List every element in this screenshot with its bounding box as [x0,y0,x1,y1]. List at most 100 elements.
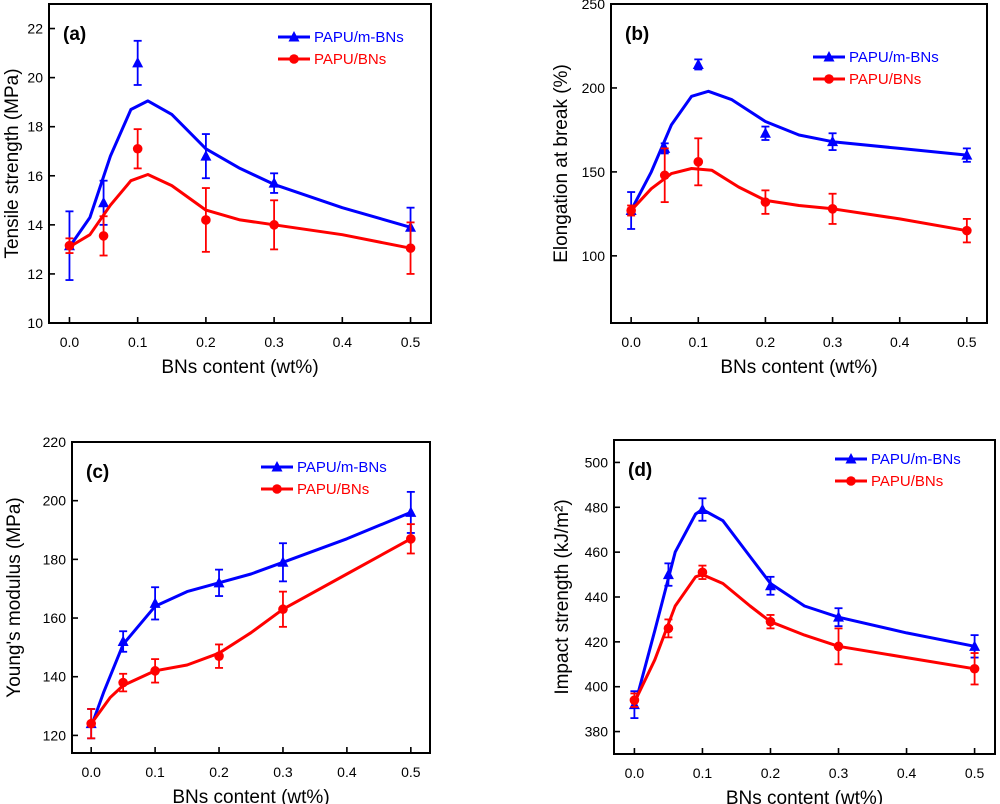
y-tick-label: 150 [582,164,606,180]
series-line [89,511,412,728]
y-tick-label: 460 [585,544,609,560]
legend-marker [845,453,857,464]
data-point [98,196,110,208]
x-tick-label: 0.1 [145,764,165,780]
y-tick-label: 220 [43,434,67,450]
x-tick-label: 0.2 [209,764,229,780]
legend-label: PAPU/m-BNs [297,459,387,476]
y-tick-label: 22 [27,21,43,37]
data-point [132,143,143,154]
series-line [633,573,975,704]
data-point [86,718,96,729]
legend-label: PAPU/BNs [849,71,921,88]
data-point [662,568,674,580]
data-point [759,127,771,138]
legend-label: PAPU/m-BNs [314,29,404,46]
series-line [632,508,975,708]
x-tick-label: 0.4 [337,764,357,780]
data-point [201,215,211,225]
y-tick-label: 440 [585,589,609,605]
x-tick-label: 0.3 [273,764,293,780]
y-tick-label: 120 [43,727,67,743]
data-point [663,623,674,634]
x-axis-title: BNs content (wt%) [161,357,318,378]
data-point [626,205,636,216]
series-papu-bns: PAPU/BNs [626,71,972,244]
series-line [629,89,968,212]
x-tick-label: 0.1 [689,334,709,350]
panel-label: (c) [86,462,109,483]
x-tick-label: 0.2 [196,334,216,350]
data-point [961,149,973,160]
legend-marker [846,476,856,486]
y-tick-label: 180 [43,551,67,567]
data-point [833,641,844,652]
data-point [268,177,280,188]
x-axis-title: BNs content (wt%) [720,357,877,378]
x-tick-label: 0.0 [60,334,80,350]
series-papu-m-bns: PAPU/m-BNs [628,451,981,720]
data-point [764,579,776,591]
legend-label: PAPU/BNs [871,473,943,490]
data-point [629,695,640,705]
x-tick-label: 0.4 [890,334,910,350]
y-tick-label: 400 [585,679,609,695]
y-axis-title: Young's modulus (MPa) [4,497,25,697]
plot-frame [610,3,988,324]
x-tick-label: 0.4 [897,765,917,781]
y-tick-label: 200 [582,80,606,96]
series-papu-bns: PAPU/BNs [64,51,416,275]
data-point [659,170,670,181]
y-tick-label: 12 [27,266,43,282]
y-tick-label: 10 [27,315,43,331]
legend-label: PAPU/m-BNs [849,49,939,66]
x-tick-label: 0.3 [823,334,843,350]
data-point [760,197,771,207]
data-point [214,651,224,661]
y-tick-label: 16 [27,168,43,184]
data-point [827,135,839,147]
series-papu-m-bns: PAPU/m-BNs [85,459,417,740]
y-axis-title: Tensile strength (MPa) [2,68,23,258]
plot-frame [48,3,432,324]
legend-marker [271,461,283,472]
y-axis-title: Elongation at break (%) [551,64,572,263]
data-point [269,220,279,230]
x-tick-label: 0.2 [756,334,776,350]
data-point [64,240,75,251]
y-axis-title: Impact strength (kJ/m²) [552,499,573,694]
x-tick-label: 0.2 [761,765,781,781]
legend-label: PAPU/m-BNs [871,451,961,468]
panel-label: (b) [625,24,649,45]
x-tick-label: 0.0 [625,765,645,781]
x-tick-label: 0.3 [264,334,284,350]
series-papu-bns: PAPU/BNs [629,473,980,708]
series-line [68,173,411,250]
data-point [833,611,845,622]
data-point [693,157,704,167]
x-tick-label: 0.4 [333,334,353,350]
data-point [277,556,289,567]
panel-label: (d) [628,460,652,481]
data-point [278,604,288,615]
data-point [969,663,980,674]
legend-marker [289,54,299,64]
x-tick-label: 0.1 [693,765,713,781]
data-point [696,503,708,515]
data-point [117,635,129,647]
y-tick-label: 160 [43,610,67,626]
data-point [962,225,972,236]
y-tick-label: 420 [585,634,609,650]
legend-label: PAPU/BNs [297,481,369,498]
y-tick-label: 250 [582,0,606,12]
legend-marker [288,31,300,42]
y-tick-label: 500 [585,454,609,470]
data-point [132,56,144,68]
legend-marker [824,74,834,84]
panel-label: (a) [63,24,86,45]
x-tick-label: 0.5 [401,334,421,350]
x-tick-label: 0.5 [401,764,421,780]
y-tick-label: 480 [585,499,609,515]
data-point [405,243,416,253]
